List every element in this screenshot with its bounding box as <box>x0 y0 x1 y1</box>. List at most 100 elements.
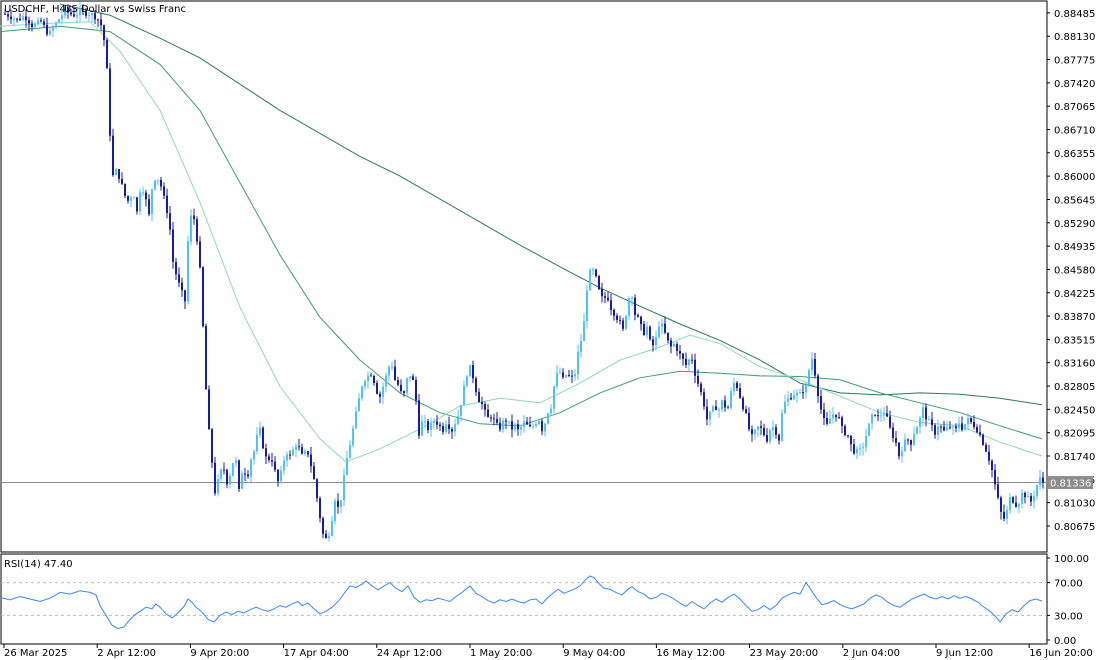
price-panel[interactable] <box>0 0 1048 553</box>
candle-body <box>745 409 747 413</box>
candle-body <box>511 421 513 430</box>
rsi-line <box>0 575 1043 630</box>
candle-body <box>730 391 732 408</box>
time-axis: 26 Mar 2025 2 Apr 12:00 9 Apr 20:00 17 Apr … <box>3 644 1093 659</box>
candle-body <box>118 169 120 179</box>
candle-body <box>28 20 30 24</box>
candle-body <box>361 386 363 399</box>
candle-body <box>898 442 900 457</box>
candle-body <box>343 475 345 501</box>
current-price-label-bg <box>1047 476 1093 490</box>
candle-body <box>931 419 933 426</box>
candle-body <box>373 375 375 383</box>
candle-body <box>523 421 525 428</box>
rsi-panel[interactable] <box>0 553 1048 645</box>
candle-body <box>1003 511 1005 519</box>
candle-body <box>478 392 480 403</box>
candle-body <box>520 427 522 430</box>
rsi-tick-label: 70.00 <box>1054 579 1083 590</box>
candle-body <box>1030 496 1032 502</box>
candle-body <box>298 446 300 448</box>
candle-body <box>274 461 276 470</box>
candle-body <box>754 429 756 435</box>
candle-body <box>757 426 759 430</box>
candle-body <box>382 386 384 397</box>
candle-body <box>820 396 822 410</box>
candle-body <box>832 414 834 419</box>
candle-body <box>70 12 72 15</box>
candle-body <box>703 392 705 407</box>
candle-body <box>97 19 99 21</box>
rsi-panel-frame <box>0 553 1048 645</box>
candle-body <box>34 24 36 28</box>
candle-body <box>235 460 237 464</box>
candle-body <box>706 406 708 420</box>
candle-body <box>481 402 483 405</box>
price-tick-label: 0.86000 <box>1054 172 1095 183</box>
candle-body <box>976 427 978 433</box>
candle-body <box>823 409 825 419</box>
candle-body <box>265 448 267 457</box>
candle-body <box>1009 497 1011 510</box>
candle-body <box>565 374 567 378</box>
candle-body <box>784 401 786 414</box>
candle-body <box>910 439 912 445</box>
candle-body <box>1024 492 1026 498</box>
candle-body <box>409 376 411 379</box>
candle-body <box>586 290 588 321</box>
rsi-tick-label: 0.00 <box>1054 636 1076 647</box>
candle-body <box>259 427 261 435</box>
candle-body <box>85 10 87 16</box>
candle-body <box>178 274 180 283</box>
price-tick-label: 0.86710 <box>1054 125 1095 136</box>
price-tick-label: 0.85290 <box>1054 219 1095 230</box>
price-tick-label: 0.87420 <box>1054 79 1095 90</box>
candle-body <box>991 460 993 471</box>
candle-body <box>718 409 720 411</box>
price-tick-label: 0.86355 <box>1054 149 1095 160</box>
candle-body <box>1021 492 1023 504</box>
candle-body <box>883 413 885 416</box>
candle-body <box>376 382 378 394</box>
candle-body <box>553 386 555 409</box>
candle-body <box>436 421 438 425</box>
candle-body <box>616 315 618 320</box>
price-axis: 0.88485 0.88130 0.87775 0.87420 0.87065 0.867… <box>1047 9 1095 533</box>
candle-body <box>808 370 810 386</box>
price-tick-label: 0.81030 <box>1054 499 1095 510</box>
candle-body <box>112 135 114 176</box>
candle-body <box>715 406 717 411</box>
candle-body <box>928 419 930 421</box>
candle-body <box>499 422 501 430</box>
candle-body <box>697 375 699 384</box>
candle-body <box>913 434 915 445</box>
candle-body <box>430 423 432 431</box>
candle-body <box>880 415 882 417</box>
candle-body <box>16 18 18 20</box>
candle-body <box>166 195 168 214</box>
candle-body <box>874 414 876 416</box>
candle-body <box>394 366 396 381</box>
candle-body <box>610 300 612 310</box>
candle-body <box>454 424 456 432</box>
price-tick-label: 0.87065 <box>1054 102 1095 113</box>
candle-body <box>580 341 582 352</box>
candle-body <box>325 533 327 539</box>
price-tick-label: 0.84580 <box>1054 265 1095 276</box>
candle-body <box>277 469 279 482</box>
candle-body <box>469 365 471 377</box>
price-tick-label: 0.83160 <box>1054 359 1095 370</box>
moving-average-layer <box>0 3 1043 463</box>
candle-body <box>607 297 609 301</box>
candle-body <box>517 424 519 430</box>
candle-body <box>463 385 465 406</box>
candle-body <box>385 375 387 387</box>
candle-body <box>445 424 447 432</box>
candle-body <box>952 426 954 428</box>
candle-body <box>994 470 996 485</box>
price-tick-label: 0.83515 <box>1054 335 1095 346</box>
candle-body <box>82 9 84 11</box>
candle-body <box>313 466 315 480</box>
price-tick-label: 0.82095 <box>1054 429 1095 440</box>
candle-body <box>889 416 891 428</box>
